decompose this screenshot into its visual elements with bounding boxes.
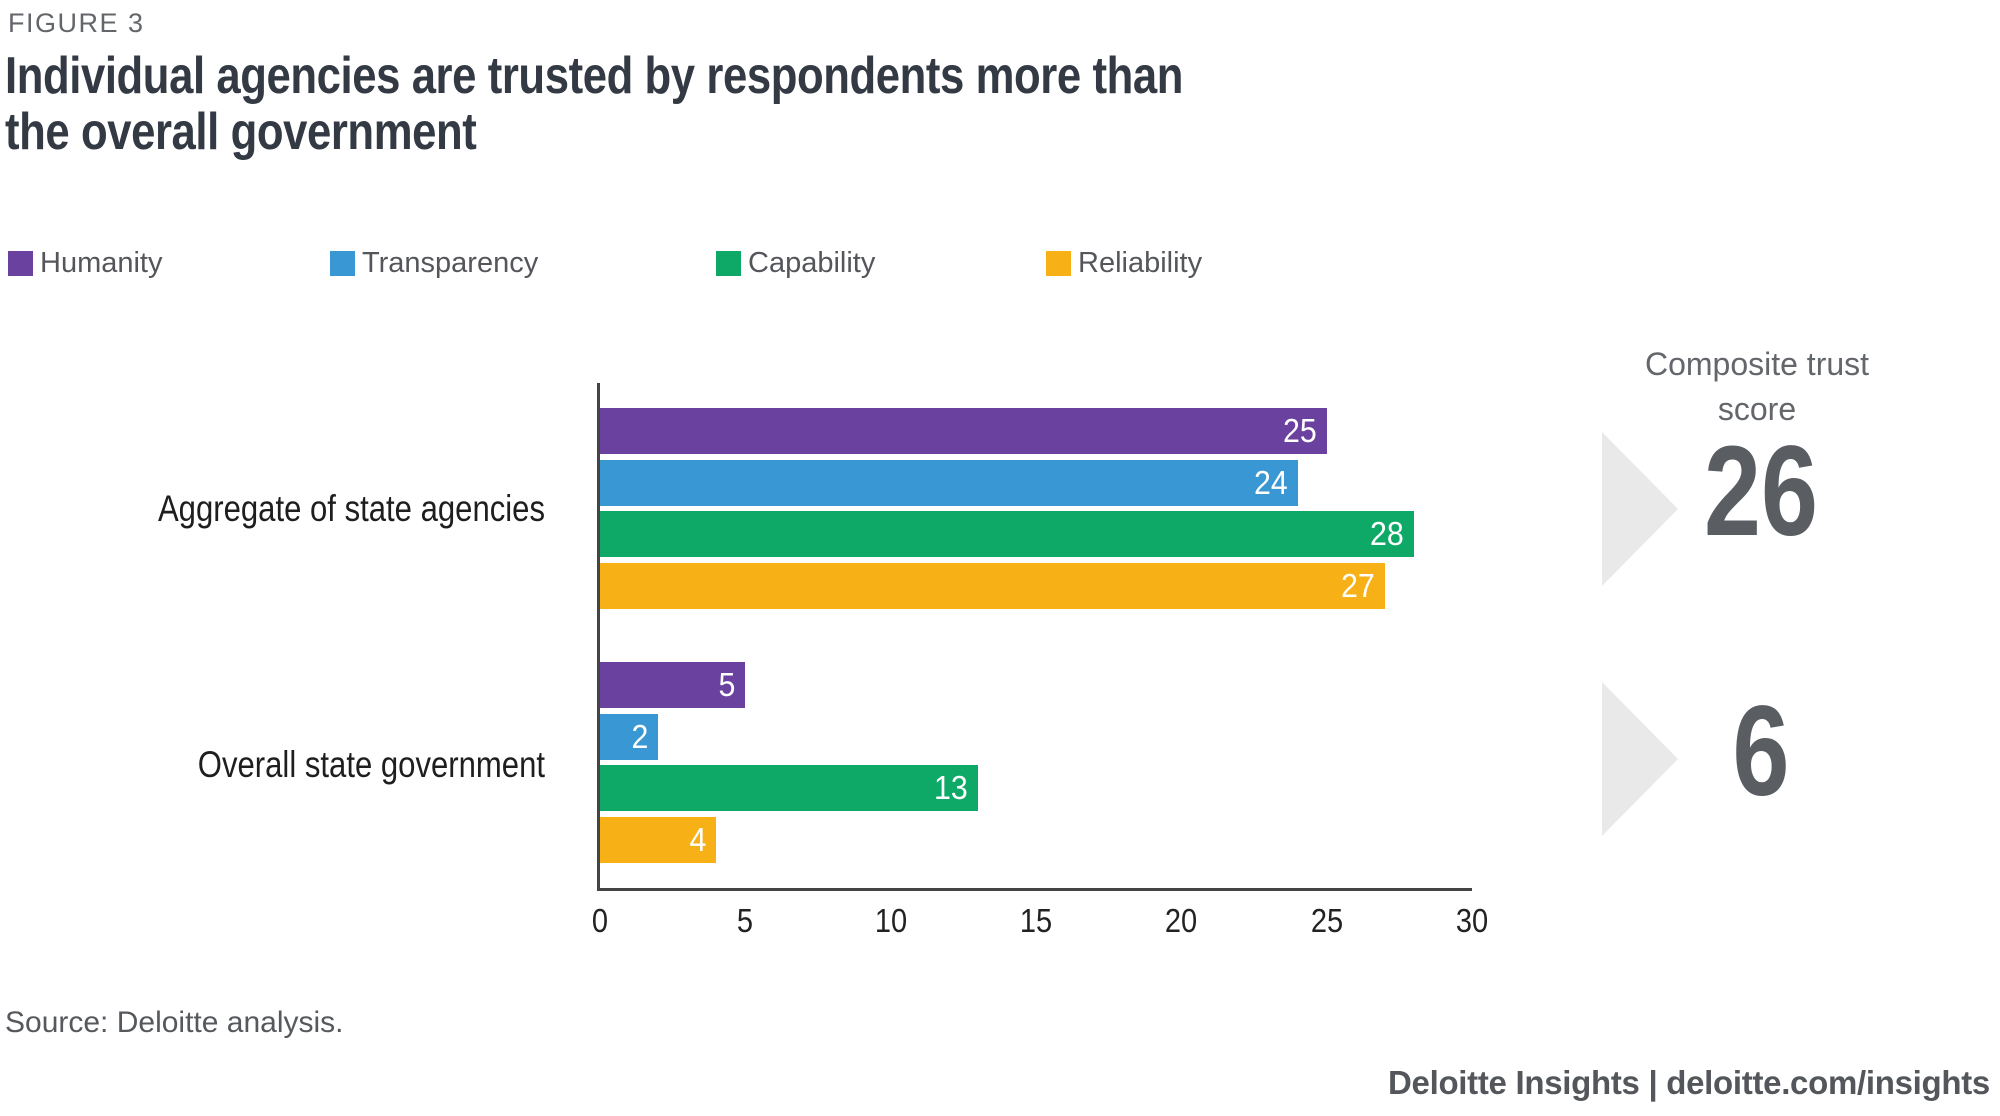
x-axis-tick-label: 5	[736, 902, 754, 939]
chart-title-line2: the overall government	[5, 103, 477, 161]
legend-swatch-icon	[716, 251, 741, 276]
arrow-right-icon	[1602, 682, 1678, 836]
legend-swatch-icon	[8, 251, 33, 276]
bar-capability-group1: 28	[600, 511, 1414, 557]
legend-swatch-icon	[1046, 251, 1071, 276]
bar-transparency-group1: 24	[600, 460, 1298, 506]
legend-swatch-icon	[330, 251, 355, 276]
legend-item-capability: Capability	[716, 247, 875, 280]
chart-title-line1: Individual agencies are trusted by respo…	[5, 47, 1183, 105]
legend-item-humanity: Humanity	[8, 247, 163, 280]
x-axis-tick-label: 25	[1310, 902, 1344, 939]
category-label-group1: Aggregate of state agencies	[157, 488, 545, 529]
figure-label: FIGURE 3	[8, 8, 145, 38]
bar-value-label: 13	[934, 769, 968, 806]
bar-transparency-group2: 2	[600, 714, 658, 760]
bar-value-label: 4	[689, 821, 706, 858]
legend-label: Humanity	[40, 247, 163, 279]
bar-reliability-group2: 4	[600, 817, 716, 863]
bar-capability-group2: 13	[600, 765, 978, 811]
legend-label: Capability	[748, 247, 876, 279]
bar-reliability-group1: 27	[600, 563, 1385, 609]
legend-label: Transparency	[362, 247, 539, 279]
x-axis-tick-label: 10	[874, 902, 908, 939]
x-axis-tick-label: 15	[1019, 902, 1053, 939]
plot-area: 25 24 28 27 5 2 13 4 0 5 10 15 20 25 30	[592, 383, 1488, 939]
bar-value-label: 5	[718, 666, 735, 703]
x-axis-tick-label: 0	[591, 902, 609, 939]
chart-title: Individual agencies are trusted by respo…	[5, 48, 1183, 160]
bar-value-label: 28	[1370, 515, 1404, 552]
bar-humanity-group2: 5	[600, 662, 745, 708]
bar-value-label: 24	[1254, 464, 1288, 501]
bar-humanity-group1: 25	[600, 408, 1327, 454]
bar-value-label: 2	[631, 718, 648, 755]
x-axis-tick-label: 20	[1164, 902, 1198, 939]
arrow-right-icon	[1602, 432, 1678, 586]
category-label-group2: Overall state government	[197, 744, 545, 785]
bar-value-label: 25	[1283, 412, 1317, 449]
bar-value-label: 27	[1341, 567, 1375, 604]
composite-score-group2: 6	[1732, 680, 1790, 823]
composite-score-group1: 26	[1704, 420, 1818, 563]
source-note: Source: Deloitte analysis.	[5, 1006, 344, 1039]
composite-header: Composite trust score	[1644, 346, 1870, 427]
x-axis-tick-label: 30	[1455, 902, 1489, 939]
legend-item-reliability: Reliability	[1046, 247, 1202, 280]
legend-label: Reliability	[1078, 247, 1203, 279]
legend: Humanity Transparency Capability Reliabilit…	[0, 247, 2000, 281]
brand-footer: Deloitte Insights | deloitte.com/insight…	[1388, 1064, 1990, 1101]
legend-item-transparency: Transparency	[330, 247, 538, 280]
